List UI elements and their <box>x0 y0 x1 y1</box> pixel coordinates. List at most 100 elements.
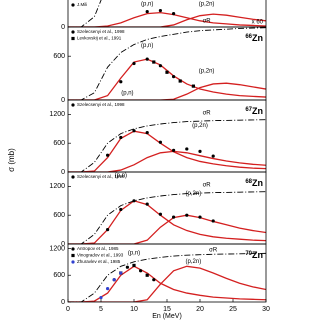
data-point <box>132 263 136 268</box>
data-point <box>119 80 123 84</box>
data-point <box>145 202 149 206</box>
y-tick-label: 600 <box>53 272 65 279</box>
data-point <box>191 84 195 88</box>
panel <box>68 252 266 302</box>
isotope-element: Zn <box>252 106 263 116</box>
isotope-label: 68Zn <box>245 178 263 188</box>
data-point <box>139 269 143 273</box>
curve-label: σR <box>203 111 212 117</box>
legend-label: Levkovskij et al., 1991 <box>77 36 122 41</box>
curve-label: (p,n) <box>115 173 127 179</box>
legend-marker <box>71 30 75 34</box>
legend-label: Szelecsenyi et al., 1998 <box>77 174 125 179</box>
data-point <box>158 140 162 144</box>
data-point <box>198 215 202 219</box>
isotope-element: Zn <box>252 33 263 43</box>
isotope-mass: 66 <box>245 34 252 40</box>
y-tick-label: 1200 <box>49 111 65 118</box>
curve-label: (p,2n) <box>199 68 215 74</box>
y-tick-label: 0 <box>61 299 65 306</box>
y-tick-label: 0 <box>61 169 65 176</box>
x-tick-label: 30 <box>262 306 270 313</box>
data-point <box>145 9 149 14</box>
legend-marker <box>71 103 75 107</box>
curve-label: (p,2n) <box>186 259 202 265</box>
data-point <box>119 207 123 212</box>
curve <box>68 150 266 172</box>
x-axis-label: En (MeV) <box>152 313 182 320</box>
data-point <box>99 295 103 300</box>
legend-label: Szelecsenyi et al., 1998 <box>77 102 125 107</box>
curve <box>68 252 266 302</box>
isotope-label: 70Zn <box>245 250 263 260</box>
data-point <box>172 148 176 152</box>
curve <box>68 200 266 244</box>
x-tick-label: 25 <box>229 306 237 313</box>
data-point <box>158 8 162 13</box>
isotope-mass: 67 <box>245 107 252 113</box>
panel <box>68 0 266 27</box>
data-point <box>112 278 116 282</box>
curve-label: σR <box>209 247 218 253</box>
legend-marker <box>71 3 75 7</box>
y-tick-label: 0 <box>61 24 65 31</box>
curve-label: (p,n) <box>141 43 153 49</box>
data-point <box>106 153 110 157</box>
data-point <box>211 219 215 223</box>
legend-marker <box>71 253 75 258</box>
curve-label: (p,n) <box>141 2 153 8</box>
curve-label: (p,n) <box>121 90 133 96</box>
y-tick-label: 1200 <box>49 245 65 252</box>
curve <box>68 265 266 302</box>
x-tick-label: 15 <box>163 306 171 313</box>
data-point <box>185 213 189 217</box>
data-point <box>132 129 136 133</box>
data-point <box>125 265 129 269</box>
curve <box>68 13 266 27</box>
data-point <box>158 64 162 68</box>
curve-label: σR <box>203 183 212 189</box>
panel <box>68 119 266 172</box>
panel <box>68 27 266 100</box>
data-point <box>198 149 202 153</box>
data-point <box>158 212 162 216</box>
isotope-mass: 68 <box>245 179 252 185</box>
data-point <box>165 70 169 74</box>
data-point <box>172 75 176 79</box>
curve-label: (p,2n) <box>186 191 202 197</box>
curve-label: (p,2n) <box>192 123 208 129</box>
curve <box>68 0 102 27</box>
data-point <box>132 61 136 66</box>
y-tick-label: 600 <box>53 140 65 147</box>
curve <box>68 191 266 244</box>
panel-frame <box>67 99 267 173</box>
x-tick-label: 20 <box>196 306 204 313</box>
data-point <box>185 147 189 151</box>
curve-label: σR <box>203 19 212 25</box>
curve <box>68 119 266 172</box>
curve-label: (p,n) <box>128 250 140 256</box>
curve <box>68 130 266 172</box>
legend-marker <box>71 175 75 179</box>
data-point <box>119 135 123 140</box>
isotope-label: 67Zn <box>245 106 263 116</box>
panel <box>68 191 266 244</box>
data-point <box>145 57 149 61</box>
data-point <box>152 60 156 64</box>
y-tick-label: 0 <box>61 97 65 104</box>
curve <box>68 11 266 27</box>
x-tick-label: 0 <box>66 306 70 313</box>
curve <box>68 265 266 302</box>
note: x 60 <box>252 20 264 26</box>
y-tick-label: 600 <box>53 53 65 60</box>
y-tick-label: 1200 <box>49 183 65 190</box>
isotope-element: Zn <box>252 250 263 260</box>
legend-label: Zhuravlev et al., 1985 <box>77 259 121 264</box>
curve <box>68 27 266 100</box>
data-point <box>106 228 110 232</box>
legend-marker <box>71 36 75 41</box>
legend-label: Szelecsenyi et al., 1998 <box>77 29 125 34</box>
data-point <box>211 154 215 158</box>
curve <box>68 214 266 244</box>
